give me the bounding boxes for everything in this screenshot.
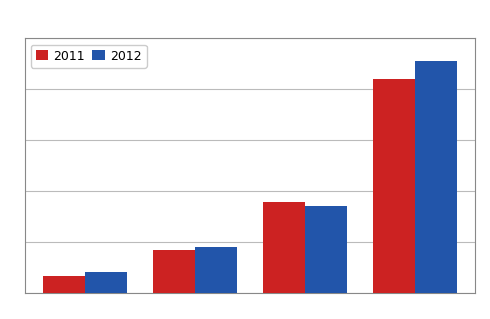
Bar [305, 206, 346, 293]
Bar [153, 250, 195, 293]
Bar [373, 79, 415, 293]
Bar [263, 202, 305, 293]
Bar [415, 61, 457, 293]
Bar [43, 276, 85, 293]
Legend: 2011, 2012: 2011, 2012 [31, 45, 147, 68]
Bar [85, 272, 127, 293]
Bar [195, 247, 237, 293]
